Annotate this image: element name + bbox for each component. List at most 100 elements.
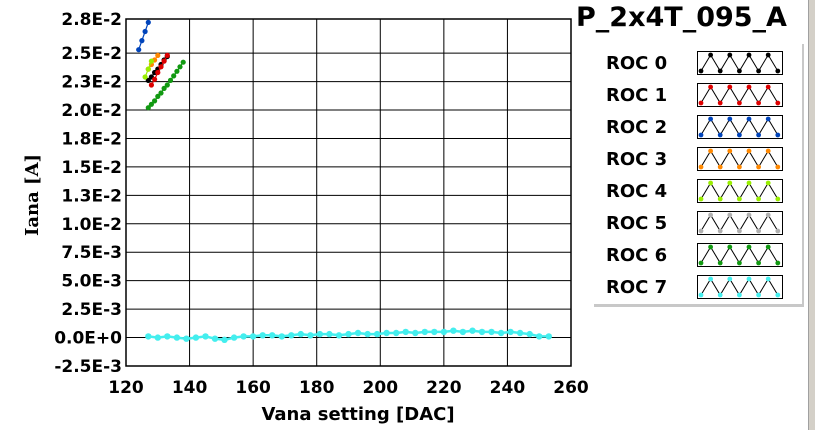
y-tick-label: 2.3E-2 [61, 73, 122, 93]
data-point [526, 330, 533, 338]
axes [125, 18, 572, 367]
legend-marker [737, 260, 742, 266]
y-tick-label: 5.0E-3 [61, 272, 122, 292]
legend-marker [708, 212, 713, 218]
data-point [288, 332, 295, 339]
legend-marker [727, 148, 733, 154]
legend-label: ROC 5 [606, 213, 668, 234]
series-6 [145, 59, 186, 111]
legend-marker [765, 52, 771, 58]
legend-marker [775, 132, 781, 138]
legend-marker [775, 228, 781, 234]
x-tick-label: 200 [363, 378, 399, 398]
legend-marker [746, 244, 752, 250]
legend-marker [746, 276, 752, 282]
series-line [138, 22, 149, 50]
data-point [259, 332, 266, 339]
y-tick-label: 0.0E+0 [54, 329, 122, 349]
x-tick-label: 220 [426, 378, 462, 398]
data-point [161, 58, 167, 64]
data-point [155, 69, 161, 76]
legend-marker [727, 212, 733, 218]
legend-marker [727, 84, 733, 90]
legend-marker [737, 132, 742, 138]
series-1 [148, 52, 170, 88]
data-point [431, 328, 438, 336]
x-tick-label: 140 [172, 378, 208, 398]
x-tick-label: 120 [108, 378, 144, 398]
chart-title: P_2x4T_095_A [576, 2, 787, 33]
data-point [421, 328, 428, 336]
data-point [230, 334, 238, 341]
data-point [142, 28, 148, 35]
y-tick-label: 2.5E-2 [61, 44, 122, 64]
y-tick-label: 2.5E-3 [61, 300, 122, 320]
legend-marker [765, 84, 771, 90]
legend-marker [765, 116, 771, 122]
legend-marker [708, 276, 713, 282]
data-point [139, 38, 145, 44]
legend-marker [737, 164, 742, 170]
legend-marker [775, 164, 781, 170]
legend-marker [737, 292, 742, 298]
data-point [155, 52, 161, 59]
legend-label: ROC 1 [606, 85, 668, 106]
data-point [180, 59, 186, 65]
data-point [192, 334, 200, 341]
legend-marker [737, 68, 742, 74]
legend-swatch [697, 211, 783, 235]
legend-marker [698, 68, 704, 74]
x-tick-label: 180 [299, 378, 335, 398]
data-point [164, 52, 170, 59]
data-point [145, 105, 151, 111]
legend-marker [756, 100, 761, 106]
legend-item: ROC 1 [594, 81, 794, 109]
data-point [240, 333, 247, 340]
plot-background [126, 19, 571, 366]
data-point [183, 335, 190, 342]
legend-marker [717, 228, 723, 234]
legend-marker [756, 132, 761, 138]
legend-marker [717, 196, 723, 202]
y-tick-label: 1.5E-2 [61, 158, 122, 178]
data-point [152, 98, 158, 104]
data-point [269, 332, 276, 339]
tick-labels: 120 140 160 180 200 220 240 260 2.8E-2 2.5E-2 2.3E… [54, 10, 589, 398]
data-point [145, 66, 151, 72]
data-series [136, 19, 552, 343]
legend-label: ROC 0 [606, 53, 668, 74]
legend-marker [717, 164, 723, 170]
legend-item: ROC 2 [594, 113, 794, 141]
legend-item: ROC 0 [594, 49, 794, 77]
legend-marker [775, 68, 781, 74]
legend-marker [698, 164, 704, 170]
data-point [507, 328, 514, 336]
data-point [145, 19, 151, 25]
legend: ROC 0 ROC 1 ROC 2 ROC 3 ROC 4 ROC 5 ROC 6 ROC 7 [594, 44, 804, 307]
data-point [459, 328, 467, 336]
legend-marker [765, 148, 771, 154]
data-point [148, 82, 154, 88]
legend-marker [775, 100, 781, 106]
data-point [164, 82, 170, 88]
data-point [497, 329, 505, 337]
data-point [174, 68, 180, 74]
data-point [354, 329, 362, 337]
legend-marker [746, 148, 752, 154]
data-point [278, 333, 285, 340]
data-point [335, 332, 343, 339]
legend-marker [708, 52, 713, 58]
data-point [158, 90, 164, 96]
legend-marker [727, 276, 733, 282]
data-point [249, 333, 257, 340]
data-point [516, 329, 524, 337]
legend-item: ROC 6 [594, 241, 794, 269]
legend-marker [727, 116, 733, 122]
data-point [450, 327, 457, 334]
legend-marker [708, 116, 713, 122]
legend-marker [698, 132, 704, 138]
legend-marker [765, 244, 771, 250]
legend-marker [708, 84, 713, 90]
data-point [221, 336, 228, 343]
legend-item: ROC 5 [594, 209, 794, 237]
